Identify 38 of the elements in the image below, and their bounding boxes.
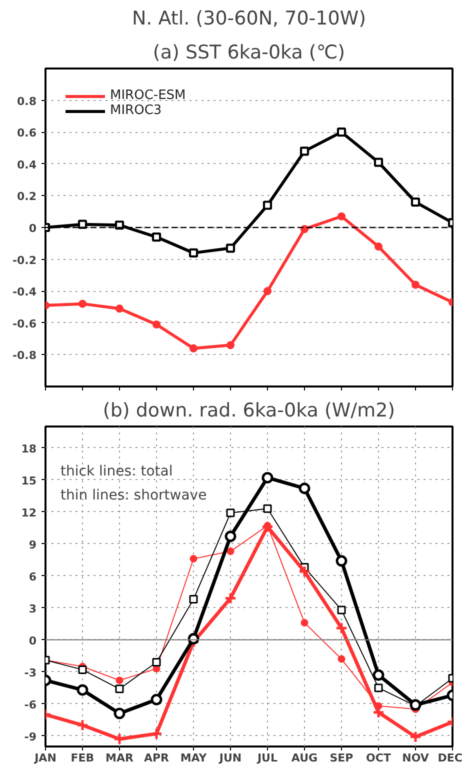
y-tick-label: -0.8	[12, 349, 37, 362]
y-tick-label: -0.6	[12, 317, 37, 330]
y-tick-label: -0.2	[12, 254, 37, 267]
y-tick-label: 0	[28, 222, 37, 235]
y-tick-label: -6	[24, 698, 37, 712]
chart-title: N. Atl. (30-60N, 70-10W)	[132, 8, 366, 30]
y-tick-label: 0.4	[17, 158, 37, 172]
chart-title: (b) down. rad. 6ka-0ka (W/m2)	[102, 400, 396, 422]
x-tick-label: AUG	[291, 752, 318, 764]
y-tick-label: 0	[28, 634, 37, 648]
y-tick-label: -3	[24, 666, 37, 680]
x-tick-label: MAR	[106, 752, 134, 764]
y-tick-label: 18	[21, 442, 37, 456]
y-tick-label: 6	[28, 570, 37, 584]
y-tick-label: 3	[28, 602, 36, 616]
y-tick-label: -9	[24, 730, 37, 744]
y-tick-label: 15	[21, 474, 37, 488]
x-tick-label: OCT	[366, 752, 392, 764]
y-tick-label: 9	[28, 538, 36, 552]
chart-subtitle: (a) SST 6ka-0ka (℃)	[152, 42, 346, 64]
x-tick-label: APR	[144, 752, 170, 764]
x-tick-label: JUN	[218, 752, 242, 764]
x-tick-label: JAN	[34, 752, 56, 764]
y-tick-label: 12	[21, 506, 37, 520]
y-tick-label: 0.2	[17, 190, 37, 204]
x-tick-label: JUL	[256, 752, 278, 764]
x-tick-label: NOV	[402, 752, 430, 764]
y-tick-label: 0.8	[17, 94, 37, 108]
legend-label: MIROC3	[110, 103, 162, 118]
x-tick-label: FEB	[70, 752, 94, 764]
x-tick-label: SEP	[330, 752, 354, 764]
annotation: thick lines: total	[60, 464, 173, 480]
x-tick-label: MAY	[180, 752, 208, 764]
legend-label: MIROC-ESM	[110, 88, 186, 103]
y-tick-label: 0.6	[17, 126, 37, 140]
annotation: thin lines: shortwave	[60, 488, 207, 504]
x-tick-label: DEC	[438, 752, 462, 764]
y-tick-label: -0.4	[12, 286, 37, 299]
